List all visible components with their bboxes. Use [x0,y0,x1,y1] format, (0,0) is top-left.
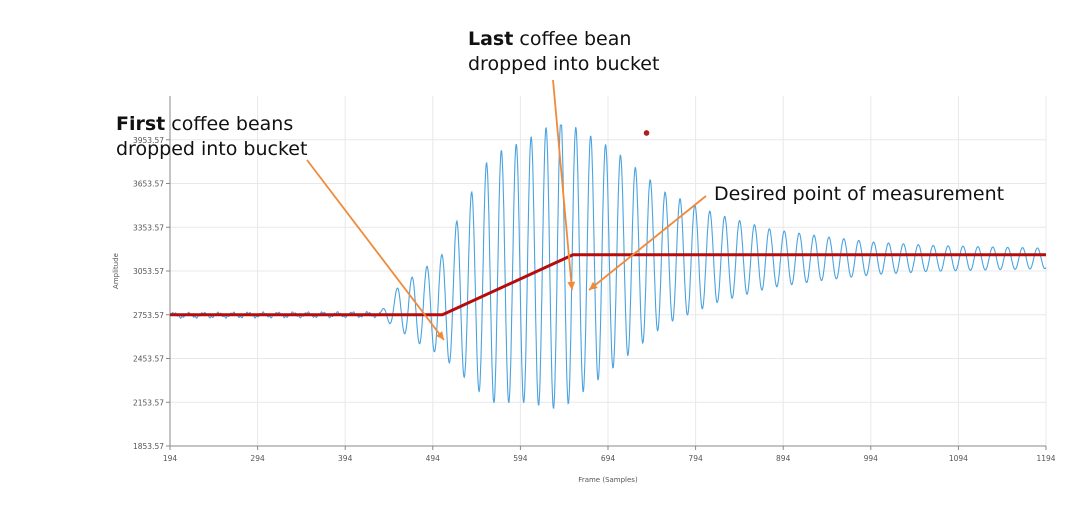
annotation-last-text: coffee bean [513,28,632,50]
peak-marker [643,130,650,136]
x-tick-label-1: 294 [250,454,265,463]
arrow-last-bean-shaft [552,79,573,291]
signal-series [169,124,1047,409]
tick-labels: 194 294 394 494 594 694 794 894 994 1094 1194 1853.… [133,136,1056,463]
x-tick-label-6: 794 [688,454,703,463]
y-tick-label-6: 3653.57 [133,180,164,189]
y-tick-label-5: 3353.57 [133,223,164,232]
arrow-desired-point-head [589,281,598,290]
arrow-first-beans-shaft [306,159,445,341]
x-tick-label-5: 694 [601,454,616,463]
annotation-last-line2: dropped into bucket [468,53,660,75]
x-axis-title: Frame (Samples) [578,476,638,484]
y-tick-label-1: 2153.57 [133,398,164,407]
annotation-first-bold: First [116,113,166,135]
annotation-arrows [306,79,707,341]
y-tick-label-0: 1853.57 [133,442,164,451]
annotation-desired-point: Desired point of measurement [714,183,1005,205]
arrow-desired-point-shaft [588,195,707,291]
annotation-last-bold: Last [468,28,514,50]
annotation-first-line2: dropped into bucket [116,138,308,160]
step-line [170,253,1046,317]
x-tick-label-9: 1094 [949,454,968,463]
y-tick-label-2: 2453.57 [133,355,164,364]
y-tick-label-4: 3053.57 [133,267,164,276]
annotation-first-beans: First coffee beans dropped into bucket [116,112,307,162]
x-tick-label-7: 894 [776,454,791,463]
x-tick-label-10: 1194 [1036,454,1055,463]
x-tick-label-8: 994 [864,454,879,463]
chart-axes [166,96,1047,450]
arrow-first-beans-head [435,331,444,340]
annotation-last-bean: Last coffee bean dropped into bucket [468,27,659,77]
x-tick-label-0: 194 [163,454,178,463]
y-axis-title: Amplitude [112,253,120,289]
y-tick-label-3: 2753.57 [133,311,164,320]
x-tick-label-3: 494 [426,454,441,463]
peak-marker-dot [643,130,650,136]
annotation-first-text: coffee beans [165,113,294,135]
step-series [170,253,1046,317]
y-tick-label-7: 3953.57 [133,136,164,145]
x-tick-label-2: 394 [338,454,353,463]
x-tick-label-4: 594 [513,454,528,463]
signal-line [169,124,1047,409]
arrow-last-bean-head [567,281,576,290]
